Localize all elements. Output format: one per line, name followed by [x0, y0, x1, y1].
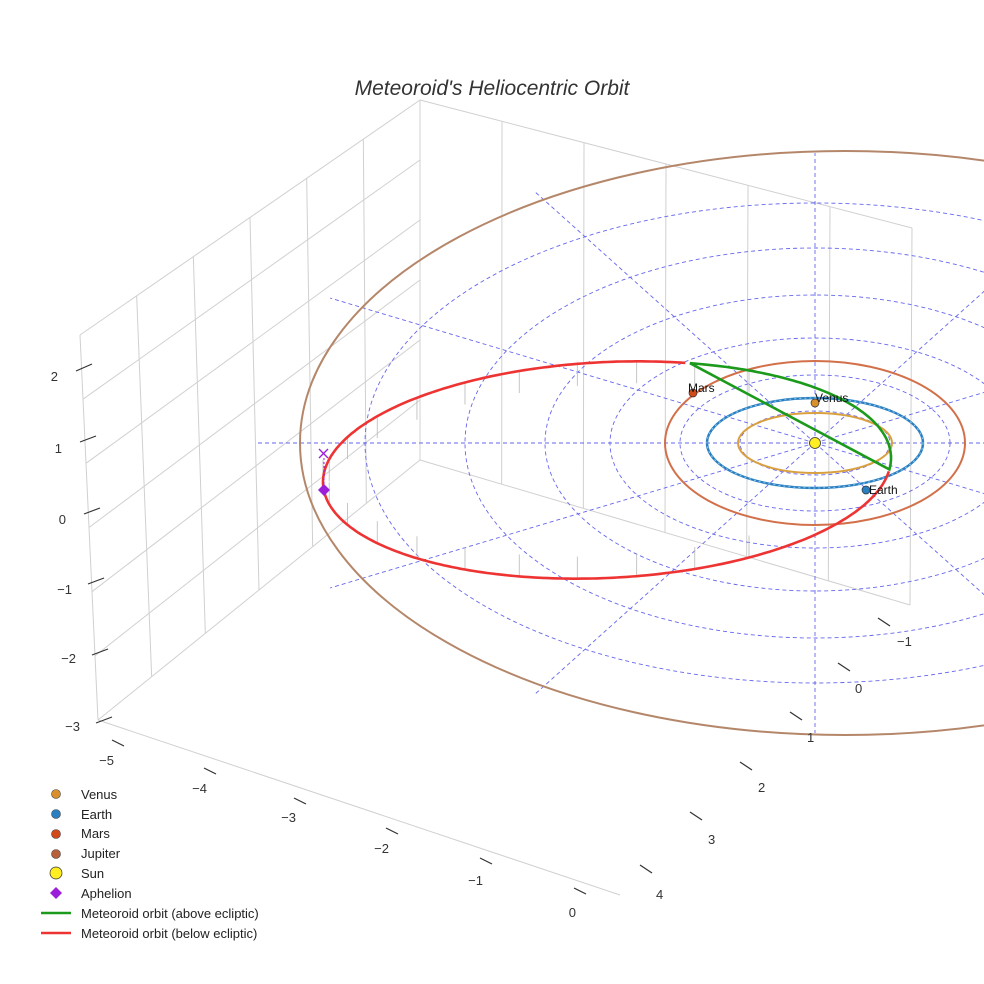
- z-tick-mark: [91, 648, 109, 656]
- z-tick: 1: [55, 441, 62, 456]
- meteoroid-orbit-above: [689, 361, 893, 472]
- z-tick-mark: [95, 716, 113, 724]
- z-tick-mark: [87, 577, 105, 585]
- legend-marker-sun: [49, 866, 63, 880]
- legend-label-venus: Venus: [81, 787, 118, 802]
- y-tick: 3: [708, 832, 715, 847]
- label-venus: Venus: [815, 391, 848, 405]
- planet-orbits: [299, 150, 984, 736]
- markers: [318, 388, 871, 496]
- orbit-mars: [664, 360, 966, 526]
- y-tick: 0: [855, 681, 862, 696]
- x-tick: −3: [281, 810, 296, 825]
- meteoroid-orbit-below: [321, 360, 891, 580]
- x-tick: −5: [99, 753, 114, 768]
- z-tick: −2: [61, 651, 76, 666]
- grid-line: [362, 139, 367, 504]
- x-axis-ticks: −5 −4 −3 −2 −1 0: [99, 753, 576, 920]
- legend-label-orbit-above: Meteoroid orbit (above ecliptic): [81, 906, 259, 921]
- ecliptic-ring: [464, 247, 984, 639]
- orbit-jupiter: [299, 150, 984, 736]
- y-tick-mark: [877, 617, 891, 627]
- z-tick: 0: [59, 512, 66, 527]
- legend-marker-venus: [51, 789, 61, 799]
- legend-marker-earth: [51, 809, 61, 819]
- ecliptic-spoke: [329, 297, 816, 444]
- marker-earth: [861, 485, 871, 495]
- legend-item-aphelion[interactable]: Aphelion: [50, 886, 132, 901]
- z-axis-ticks: 2 1 0 −1 −2 −3: [51, 369, 80, 734]
- x-tick-mark: [479, 857, 493, 865]
- legend-item-orbit-above[interactable]: Meteoroid orbit (above ecliptic): [41, 906, 259, 921]
- box-edge: [909, 227, 913, 606]
- z-tick: −3: [65, 719, 80, 734]
- legend-label-aphelion: Aphelion: [81, 886, 132, 901]
- legend-label-earth: Earth: [81, 807, 112, 822]
- x-tick: −4: [192, 781, 207, 796]
- marker-venus: [810, 398, 820, 408]
- legend-label-orbit-below: Meteoroid orbit (below ecliptic): [81, 926, 257, 941]
- y-tick-mark: [739, 761, 753, 771]
- y-axis-ticks: −1 0 1 2 3 4: [656, 634, 912, 902]
- x-tick: −2: [374, 841, 389, 856]
- grid-line: [582, 142, 585, 509]
- legend-marker-mars: [51, 829, 61, 839]
- legend-item-sun[interactable]: Sun: [49, 866, 104, 881]
- y-tick-mark: [639, 864, 653, 874]
- grid-line: [88, 279, 421, 528]
- ecliptic-spoke: [329, 442, 816, 589]
- legend-item-earth[interactable]: Earth: [51, 807, 113, 822]
- z-tick: 2: [51, 369, 58, 384]
- x-tick-mark: [573, 887, 587, 895]
- marker-aphelion-x: [318, 448, 329, 459]
- y-tick-mark: [837, 662, 851, 672]
- y-tick: 1: [807, 730, 814, 745]
- legend-label-sun: Sun: [81, 866, 104, 881]
- marker-sun: [809, 437, 821, 449]
- y-tick: 4: [656, 887, 663, 902]
- chart-title: Meteoroid's Heliocentric Orbit: [355, 77, 631, 100]
- marker-mars: [688, 388, 698, 398]
- z-tick-mark: [75, 363, 93, 372]
- grid-line: [91, 339, 421, 593]
- orbit-earth-dots: [706, 397, 924, 489]
- y-tick-mark: [689, 811, 703, 821]
- ecliptic-spoke: [814, 442, 984, 494]
- x-tick-mark: [203, 767, 217, 775]
- z-tick: −1: [57, 582, 72, 597]
- label-mars: Mars: [688, 381, 715, 395]
- legend-label-mars: Mars: [81, 826, 110, 841]
- marker-aphelion: [318, 484, 330, 496]
- z-tick-mark: [79, 435, 97, 443]
- x-tick: 0: [569, 905, 576, 920]
- legend-item-jupiter[interactable]: Jupiter: [51, 846, 121, 861]
- legend-marker-aphelion: [50, 887, 62, 899]
- legend-label-jupiter: Jupiter: [81, 846, 121, 861]
- legend-item-venus[interactable]: Venus: [51, 787, 118, 802]
- legend-item-mars[interactable]: Mars: [51, 826, 111, 841]
- grid-line: [94, 399, 421, 657]
- legend-marker-jupiter: [51, 849, 61, 859]
- x-tick-mark: [293, 797, 307, 805]
- meteoroid-orbit: [321, 360, 893, 580]
- drop-lines: [322, 361, 750, 579]
- z-tick-mark: [83, 507, 101, 515]
- x-tick: −1: [468, 873, 483, 888]
- legend: Venus Earth Mars Jupiter Sun Aphelion Me…: [41, 787, 259, 941]
- planet-labels: Mars Venus Earth: [688, 381, 898, 497]
- y-tick-mark: [789, 711, 803, 721]
- y-tick: 2: [758, 780, 765, 795]
- grid-line: [664, 163, 667, 533]
- box-edge: [97, 719, 621, 896]
- legend-item-orbit-below[interactable]: Meteoroid orbit (below ecliptic): [41, 926, 257, 941]
- ecliptic-spoke: [534, 191, 816, 444]
- y-tick: −1: [897, 634, 912, 649]
- x-tick-mark: [111, 739, 125, 747]
- ecliptic-spoke: [814, 392, 984, 444]
- x-tick-mark: [385, 827, 399, 835]
- ecliptic-grid: [255, 153, 984, 733]
- label-earth: Earth: [869, 483, 898, 497]
- orbit-venus: [737, 412, 893, 474]
